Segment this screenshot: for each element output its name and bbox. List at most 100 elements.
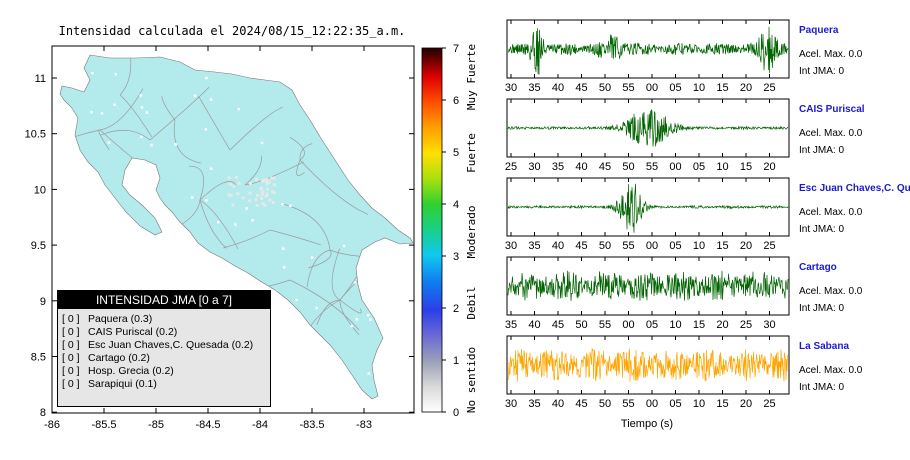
city-marker [261, 179, 264, 183]
waveform-tick-label: 50 [575, 319, 587, 331]
waveform-tick-label: 00 [646, 398, 658, 410]
city-marker [237, 181, 241, 185]
city-marker [231, 203, 235, 207]
legend-list: [ 0 ] Paquera (0.3) [ 0 ] CAIS Puriscal (0.… [62, 313, 270, 391]
town-marker [281, 203, 284, 206]
colorbar-labels: Muy Fuerte Fuerte Moderado Debil No sentido [465, 44, 478, 413]
town-marker [367, 314, 370, 317]
town-marker [234, 223, 237, 226]
town-marker [342, 244, 346, 248]
waveform-tick-label: 10 [693, 398, 705, 410]
map-x-tick-label: -84 [252, 419, 268, 431]
city-marker [255, 204, 259, 207]
station-name: Paquera [799, 25, 839, 36]
legend-item: [ 0 ] Cartago (0.2) [62, 352, 270, 365]
intensity-legend: INTENSIDAD JMA [0 a 7] [ 0 ] Paquera (0.3… [57, 290, 271, 407]
city-marker [227, 193, 231, 197]
colorbar-category-label: No sentido [465, 347, 478, 413]
city-marker [262, 178, 266, 182]
road [331, 248, 341, 301]
town-marker [355, 318, 358, 321]
waveform-trace [507, 26, 789, 75]
legend-item-label: Paquera (0.3) [88, 313, 153, 325]
city-marker [270, 176, 274, 180]
legend-item: [ 0 ] Esc Juan Chaves,C. Quesada (0.2) [62, 339, 270, 352]
legend-item-code: [ 0 ] [62, 378, 80, 390]
city-marker [264, 194, 268, 198]
waveform-tick-label: 45 [552, 319, 564, 331]
waveform-tick-label: 40 [552, 82, 564, 94]
waveform-tick-label: 40 [552, 240, 564, 252]
waveform-tick-label: 40 [552, 398, 564, 410]
city-marker [254, 178, 258, 181]
town-marker [140, 135, 143, 139]
road [289, 137, 305, 161]
map-x-tick-label: -86 [44, 419, 60, 431]
colorbar-tick-label: 1 [453, 355, 459, 367]
map-x-tick-label: -84.5 [195, 419, 220, 431]
map-y-tick-label: 8 [40, 407, 46, 419]
waveform-tick-label: 30 [505, 240, 517, 252]
road [308, 249, 332, 269]
city-marker [234, 175, 238, 179]
map-x-tick-label: -83 [356, 419, 372, 431]
town-marker [209, 167, 213, 170]
colorbar-category-label: Debil [465, 286, 478, 319]
road [244, 155, 262, 186]
waveform-panel: 30 35 40 45 50 55 00 05 10 15 20 25 Paquera Acel. Max… [505, 19, 863, 94]
town-marker [245, 207, 248, 210]
waveform-tick-label: 50 [599, 398, 611, 410]
map-x-tick-label: -85 [148, 419, 164, 431]
town-marker [91, 71, 94, 75]
station-intensity: Int JMA: 0 [799, 224, 844, 235]
town-marker [145, 111, 149, 114]
map-y-tick-label: 10.5 [25, 129, 46, 141]
station-intensity: Int JMA: 0 [799, 382, 844, 393]
costa-rica-land [59, 54, 414, 400]
town-marker [140, 106, 144, 109]
waveform-trace [507, 109, 789, 147]
city-marker [266, 187, 270, 191]
city-marker [272, 183, 276, 187]
colorbar-tick-label: 4 [453, 199, 459, 211]
colorbar-tick-label: 2 [453, 303, 459, 315]
waveform-tick-label: 00 [669, 161, 681, 173]
road [173, 119, 202, 164]
town-marker [90, 110, 93, 114]
station-accel: Acel. Max. 0.0 [799, 365, 863, 376]
road [149, 87, 210, 141]
city-marker [265, 180, 269, 184]
road [316, 299, 341, 325]
town-marker [251, 219, 254, 222]
town-marker [100, 112, 104, 115]
colorbar-tick-label: 7 [453, 43, 459, 55]
colorbar-tick-label: 5 [453, 147, 459, 159]
city-marker [254, 198, 258, 202]
town-marker [350, 324, 354, 328]
map-y-axis: 11 10.5 10 9.5 9 8.5 8 [25, 73, 414, 419]
map-y-tick-label: 11 [35, 73, 46, 85]
city-marker [229, 193, 233, 197]
waveform-tick-label: 15 [716, 398, 728, 410]
town-marker [204, 128, 208, 131]
road [198, 96, 231, 151]
waveform-tick-label: 15 [740, 161, 752, 173]
waveform-tick-label: 00 [622, 319, 634, 331]
intensity-colorbar: 7 6 5 4 3 2 1 0 Muy Fuerte Fuerte Moderado Debil No… [421, 43, 478, 419]
town-marker [315, 306, 318, 310]
road [299, 143, 313, 161]
waveform-tick-label: 05 [669, 240, 681, 252]
map-x-axis: -86 -85.5 -85 -84.5 -84 -83.5 -83 [44, 46, 372, 431]
road [306, 249, 331, 288]
road [299, 159, 369, 215]
waveform-tick-label: 25 [763, 240, 775, 252]
town-marker [190, 196, 194, 199]
colorbar-tick-label: 3 [453, 251, 459, 263]
town-marker [311, 256, 314, 259]
station-name: CAIS Puriscal [799, 104, 865, 115]
waveform-tick-label: 50 [599, 240, 611, 252]
road [161, 96, 176, 121]
waveform-tick-label: 15 [716, 240, 728, 252]
time-axis-label: Tiempo (s) [621, 418, 673, 430]
